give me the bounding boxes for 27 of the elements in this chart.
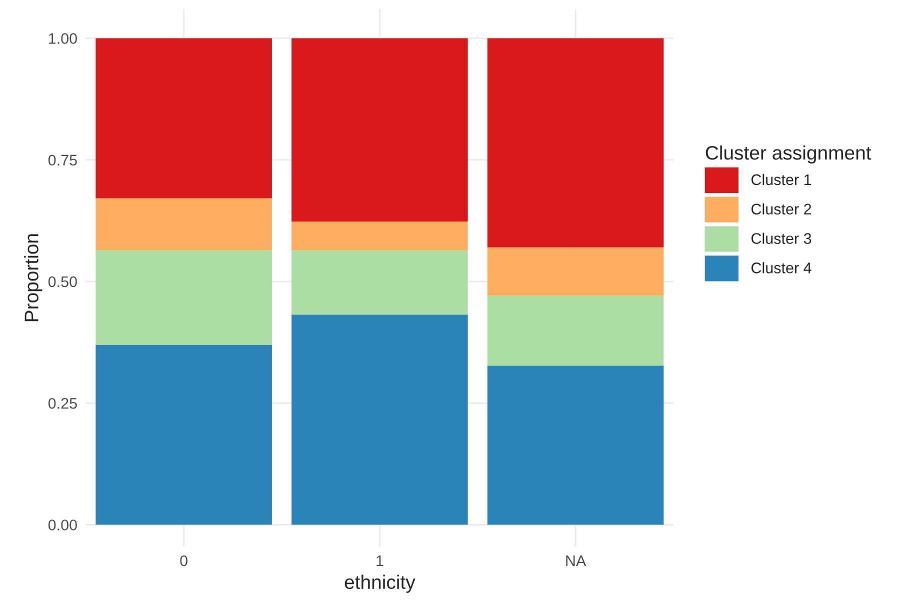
- bar: [96, 38, 272, 198]
- bar: [487, 38, 664, 248]
- bar: [292, 250, 468, 315]
- bar: [292, 314, 468, 525]
- bar: [96, 198, 272, 250]
- bar: [487, 366, 664, 525]
- legend-title: Cluster assignment: [706, 145, 872, 164]
- y-tick-label: 0.00: [48, 520, 77, 530]
- y-tick-label: 0.75: [48, 154, 77, 166]
- y-tick-label: 1.00: [48, 33, 77, 44]
- x-tick-label: 1: [376, 556, 384, 566]
- bar: [96, 344, 272, 525]
- x-axis-title: ethnicity: [344, 574, 416, 593]
- y-tick-label: 0.50: [48, 276, 77, 288]
- y-axis-title: Proportion: [24, 234, 42, 322]
- y-tick-label: 0.25: [48, 398, 77, 409]
- bar: [487, 296, 664, 366]
- legend-label: Cluster 3: [751, 232, 812, 244]
- x-tick-label: NA: [566, 556, 586, 566]
- bar: [96, 250, 272, 345]
- legend-label: Cluster 2: [751, 203, 812, 215]
- legend-label: Cluster 4: [751, 262, 812, 274]
- legend-label: Cluster 1: [751, 174, 812, 186]
- bar: [292, 38, 468, 222]
- bar: [292, 222, 468, 250]
- bar: [487, 247, 664, 296]
- x-tick-label: 0: [180, 555, 188, 566]
